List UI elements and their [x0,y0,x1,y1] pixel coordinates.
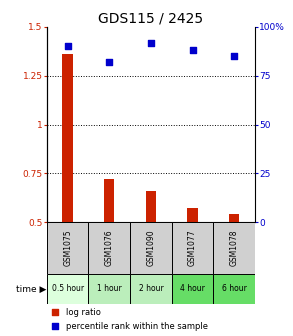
Bar [229,214,239,320]
Bar [187,208,198,320]
Bar [213,222,255,274]
Point [53,324,57,329]
Point [190,48,195,53]
Text: 4 hour: 4 hour [180,285,205,293]
Text: log ratio: log ratio [66,308,100,317]
Point [65,44,70,49]
Point [53,309,57,315]
Point [107,59,112,65]
Text: GSM1076: GSM1076 [105,229,114,266]
Text: percentile rank within the sample: percentile rank within the sample [66,322,208,331]
Point [232,53,236,59]
Bar [130,222,172,274]
Bar [130,274,172,304]
Text: 6 hour: 6 hour [222,285,246,293]
Bar [47,274,88,304]
Text: 0.5 hour: 0.5 hour [52,285,84,293]
Bar [172,222,213,274]
Bar [146,191,156,320]
Bar [88,222,130,274]
Text: GSM1077: GSM1077 [188,229,197,266]
Text: GSM1078: GSM1078 [230,229,239,266]
Text: 2 hour: 2 hour [139,285,163,293]
Bar [88,274,130,304]
Bar [47,222,88,274]
Text: time ▶: time ▶ [16,285,46,293]
Bar [213,274,255,304]
Text: GSM1075: GSM1075 [63,229,72,266]
Bar [62,54,73,320]
Text: GSM1090: GSM1090 [146,229,155,266]
Bar [104,179,115,320]
Title: GDS115 / 2425: GDS115 / 2425 [98,12,203,26]
Bar [172,274,213,304]
Point [149,40,153,45]
Text: 1 hour: 1 hour [97,285,122,293]
